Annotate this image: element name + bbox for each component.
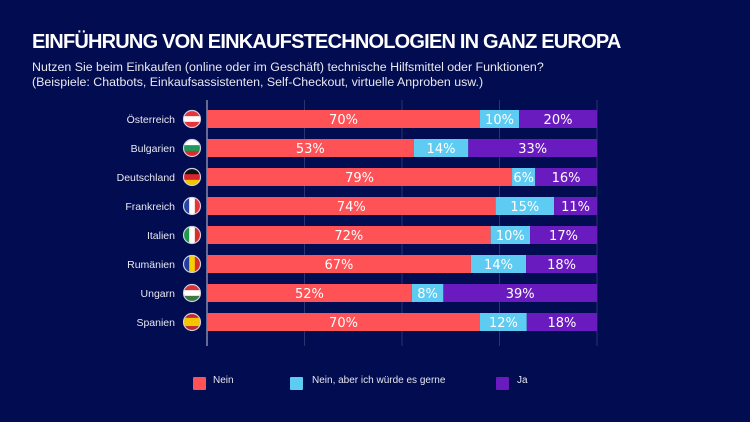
category-label: Ungarn: [141, 288, 176, 300]
data-label: 39%: [506, 287, 535, 302]
bar-segment: [480, 110, 519, 128]
legend-label-nein: Nein: [213, 375, 234, 386]
category-label: Österreich: [127, 114, 176, 126]
category-label: Deutschland: [117, 172, 176, 184]
bar-segment: [526, 313, 597, 331]
category-label: Frankreich: [125, 201, 175, 213]
bar-segment: [480, 313, 527, 331]
flag-border: [182, 254, 202, 274]
data-label: 70%: [329, 113, 358, 128]
flag-border: [182, 196, 202, 216]
bar-segment: [411, 284, 444, 302]
bar-segment: [526, 255, 597, 273]
bulgaria-flag-icon: [183, 139, 201, 157]
category-label: Bulgarien: [131, 143, 176, 155]
legend-label-ja: Ja: [517, 375, 528, 386]
data-label: 14%: [484, 258, 513, 273]
austria-flag-icon: [183, 110, 201, 128]
bar-segment: [530, 226, 597, 244]
data-label: 10%: [496, 229, 525, 244]
legend-swatch-nein: [193, 377, 206, 390]
bar-segment: [495, 197, 555, 215]
bar-segment: [207, 110, 480, 128]
bar-segment: [413, 139, 469, 157]
data-label: 67%: [325, 258, 354, 273]
data-label: 53%: [296, 142, 325, 157]
data-label: 79%: [345, 171, 374, 186]
hungary-flag-icon: [183, 284, 201, 302]
france-flag-icon: [183, 197, 201, 215]
bar-segment: [207, 313, 480, 331]
data-label: 10%: [485, 113, 514, 128]
chart-subtitle-line-1: Nutzen Sie beim Einkaufen (online oder i…: [32, 60, 544, 74]
chart-title: EINFÜHRUNG VON EINKAUFSTECHNOLOGIEN IN G…: [32, 31, 621, 53]
data-label: 15%: [510, 200, 539, 215]
romania-flag-icon: [183, 255, 201, 273]
category-label: Spanien: [136, 317, 175, 329]
flag-border: [182, 225, 202, 245]
bar-segment: [207, 284, 412, 302]
category-label: Italien: [147, 230, 175, 242]
data-label: 74%: [337, 200, 366, 215]
bar-segment: [519, 110, 597, 128]
data-label: 18%: [547, 258, 576, 273]
data-label: 70%: [329, 316, 358, 331]
flag-border: [182, 138, 202, 158]
data-label: 17%: [549, 229, 578, 244]
data-label: 14%: [427, 142, 456, 157]
flag-border: [182, 312, 202, 332]
flag-border: [182, 109, 202, 129]
data-label: 52%: [295, 287, 324, 302]
data-label: 72%: [334, 229, 363, 244]
category-label: Rumänien: [127, 259, 175, 271]
bar-segment: [207, 139, 414, 157]
data-label: 8%: [417, 287, 438, 302]
data-label: 11%: [561, 200, 590, 215]
data-label: 33%: [518, 142, 547, 157]
data-label: 16%: [552, 171, 581, 186]
data-label: 6%: [513, 171, 534, 186]
flag-border: [182, 283, 202, 303]
data-label: 12%: [489, 316, 518, 331]
germany-flag-icon: [183, 168, 201, 186]
data-label: 18%: [547, 316, 576, 331]
bar-segment: [470, 255, 527, 273]
bar-segment: [554, 197, 597, 215]
data-label: 20%: [544, 113, 573, 128]
bar-segment: [490, 226, 531, 244]
bar-segment: [443, 284, 597, 302]
bar-segment: [512, 168, 536, 186]
legend-swatch-nein-aber: [290, 377, 303, 390]
bar-segment: [207, 255, 471, 273]
bar-segment: [468, 139, 597, 157]
bar-segment: [207, 226, 491, 244]
bar-segment: [207, 168, 513, 186]
bar-segment: [207, 197, 496, 215]
legend-swatch-ja: [496, 377, 509, 390]
bar-segment: [535, 168, 597, 186]
chart-subtitle-line-2: (Beispiele: Chatbots, Einkaufsassistente…: [32, 75, 484, 89]
flag-border: [182, 167, 202, 187]
legend-label-nein-aber: Nein, aber ich würde es gerne: [312, 375, 446, 386]
italy-flag-icon: [183, 226, 201, 244]
spain-flag-icon: [183, 313, 201, 331]
